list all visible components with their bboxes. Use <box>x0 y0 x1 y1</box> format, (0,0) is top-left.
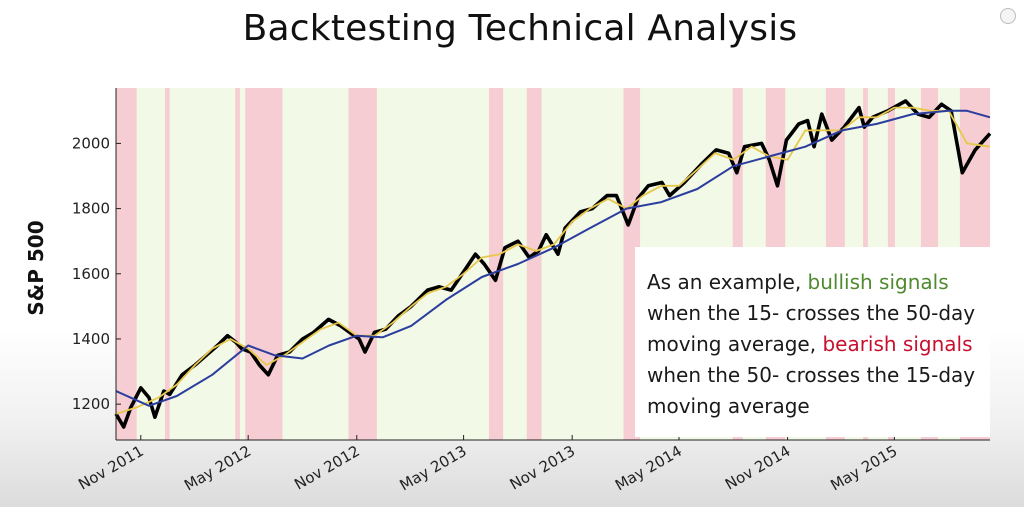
bearish-region <box>164 88 170 440</box>
bearish-region <box>235 88 240 440</box>
bearish-region <box>488 88 504 440</box>
x-tick-label: May 2012 <box>181 442 254 495</box>
x-tick-label: May 2015 <box>827 442 900 495</box>
bearish-region <box>116 88 137 440</box>
bearish-region <box>526 88 542 440</box>
slide-title: Backtesting Technical Analysis <box>242 8 798 49</box>
y-tick-label: 2000 <box>72 134 110 152</box>
annotation-text: when the 15- crosses the 50-day moving a… <box>647 301 976 356</box>
annotation-box: As an example, bullish signals when the … <box>635 247 990 437</box>
bearish-signals-text: bearish signals <box>822 332 973 356</box>
x-tick-label: Nov 2014 <box>722 442 794 494</box>
y-tick-label: 1600 <box>72 265 110 283</box>
annotation-text: when the 50- crosses the 15-day moving a… <box>647 363 976 418</box>
y-axis-label: S&P 500 <box>24 220 48 316</box>
x-tick-label: Nov 2013 <box>507 442 579 494</box>
series-price-line <box>114 99 992 429</box>
bearish-region <box>348 88 377 440</box>
x-tick-label: Nov 2011 <box>75 442 147 494</box>
info-icon[interactable] <box>1000 8 1016 24</box>
y-tick-label: 1200 <box>72 395 110 413</box>
y-tick-label: 1400 <box>72 330 110 348</box>
bearish-region <box>245 88 283 440</box>
x-tick-label: Nov 2012 <box>291 442 363 494</box>
y-tick-label: 1800 <box>72 200 110 218</box>
annotation-text: As an example, <box>647 270 808 294</box>
x-tick-label: May 2013 <box>397 442 470 495</box>
x-tick-label: May 2014 <box>612 442 685 495</box>
chart-series <box>114 99 992 429</box>
series-ma50-line <box>115 109 991 407</box>
bullish-signals-text: bullish signals <box>807 270 949 294</box>
